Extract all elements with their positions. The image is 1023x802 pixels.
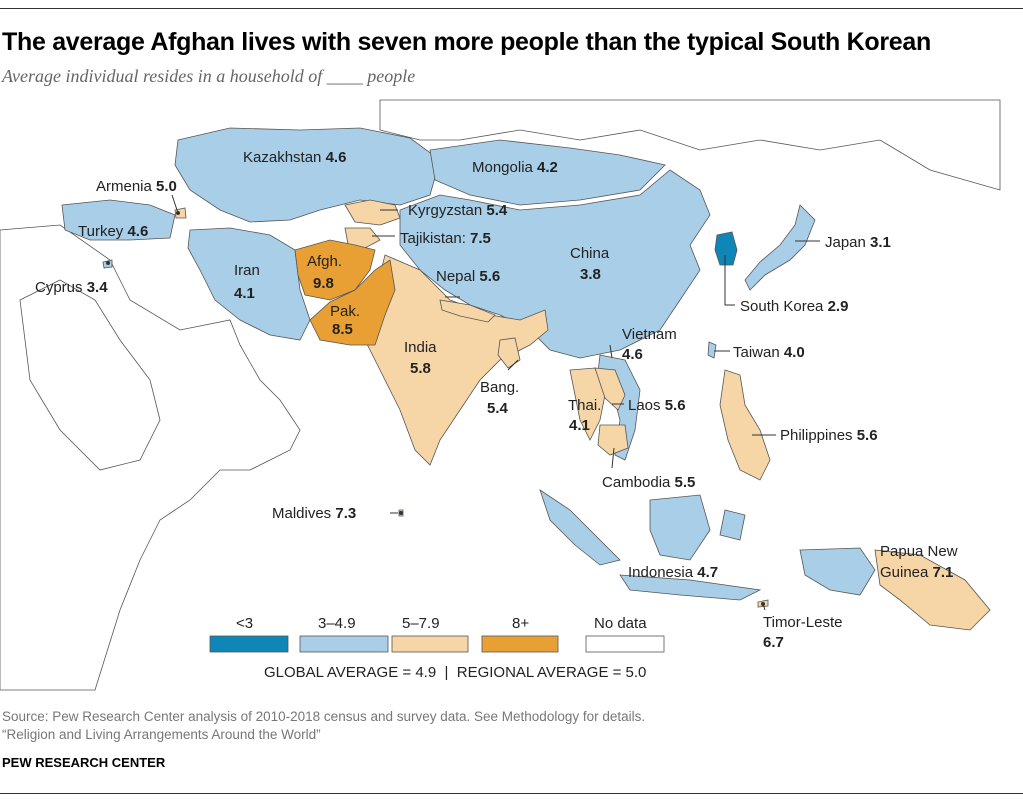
region-tajikistan bbox=[344, 227, 381, 249]
region-pakistan bbox=[309, 259, 396, 346]
fill-3-to-4-9 bbox=[61, 127, 876, 601]
no-data-regions bbox=[0, 99, 1001, 691]
region-taiwan bbox=[707, 341, 717, 359]
label-tajikistan: Tajikistan: 7.5 bbox=[400, 230, 491, 247]
region-armenia bbox=[174, 207, 187, 219]
region-indonesia bbox=[539, 489, 876, 601]
label-papua-new-guinea-line2: Guinea 7.1 bbox=[880, 564, 953, 581]
legend-label-3: 8+ bbox=[512, 615, 529, 632]
label-afghanistan-value: 9.8 bbox=[313, 275, 334, 292]
choropleth-map: Kazakhstan 4.6 Mongolia 4.2 Armenia 5.0 … bbox=[0, 99, 1001, 691]
label-taiwan: Taiwan 4.0 bbox=[733, 344, 805, 361]
label-nepal: Nepal 5.6 bbox=[436, 268, 500, 285]
label-pakistan-value: 8.5 bbox=[332, 321, 353, 338]
report-title: “Religion and Living Arrangements Around… bbox=[2, 727, 321, 742]
label-vietnam-value: 4.6 bbox=[622, 346, 643, 363]
legend-swatch-1 bbox=[299, 635, 389, 653]
legend-swatch-0 bbox=[209, 635, 289, 653]
label-south-korea: South Korea 2.9 bbox=[740, 298, 848, 315]
label-pakistan-name: Pak. bbox=[330, 303, 360, 320]
label-thailand-name: Thai. bbox=[568, 397, 601, 414]
region-china bbox=[399, 169, 711, 359]
legend-swatch-2 bbox=[391, 635, 469, 653]
region-turkey bbox=[61, 199, 176, 241]
region-nepal bbox=[439, 299, 496, 323]
legend-averages: GLOBAL AVERAGE = 4.9 | REGIONAL AVERAGE … bbox=[264, 664, 646, 681]
label-cyprus: Cyprus 3.4 bbox=[35, 279, 108, 296]
label-iran-name: Iran bbox=[234, 262, 260, 279]
bottom-rule bbox=[0, 793, 1023, 794]
country-labels: Kazakhstan 4.6 Mongolia 4.2 Armenia 5.0 … bbox=[35, 149, 958, 651]
label-vietnam-name: Vietnam bbox=[622, 326, 677, 343]
region-papua-new-guinea bbox=[874, 549, 991, 631]
label-china-value: 3.8 bbox=[580, 266, 601, 283]
leader-lines bbox=[106, 194, 820, 611]
fill-8-plus bbox=[294, 239, 396, 346]
label-philippines: Philippines 5.6 bbox=[780, 427, 878, 444]
label-laos: Laos 5.6 bbox=[628, 397, 686, 414]
label-turkey: Turkey 4.6 bbox=[78, 223, 148, 240]
legend-label-2: 5–7.9 bbox=[402, 615, 440, 632]
label-mongolia: Mongolia 4.2 bbox=[472, 159, 558, 176]
label-cambodia: Cambodia 5.5 bbox=[602, 474, 695, 491]
label-armenia: Armenia 5.0 bbox=[96, 178, 177, 195]
legend: <3 3–4.9 5–7.9 8+ No data GLOBAL AVERAGE… bbox=[209, 615, 665, 681]
label-japan: Japan 3.1 bbox=[825, 234, 891, 251]
legend-swatch-3 bbox=[481, 635, 559, 653]
region-laos bbox=[594, 367, 626, 411]
fill-lt-3 bbox=[714, 231, 738, 266]
region-cambodia bbox=[597, 424, 629, 456]
legend-label-1: 3–4.9 bbox=[318, 615, 356, 632]
region-afghanistan bbox=[294, 239, 376, 301]
label-timor-leste-value: 6.7 bbox=[763, 634, 784, 651]
label-india-name: India bbox=[404, 339, 437, 356]
label-kyrgyzstan: Kyrgyzstan 5.4 bbox=[408, 202, 508, 219]
label-kazakhstan: Kazakhstan 4.6 bbox=[243, 149, 346, 166]
label-papua-new-guinea-line1: Papua New bbox=[880, 543, 958, 560]
legend-swatch-4 bbox=[585, 635, 665, 653]
legend-label-0: <3 bbox=[236, 615, 253, 632]
region-philippines bbox=[719, 369, 771, 481]
region-japan bbox=[744, 204, 816, 291]
chart-subtitle: Average individual resides in a househol… bbox=[2, 66, 416, 86]
label-bangladesh-value: 5.4 bbox=[487, 400, 509, 417]
label-indonesia: Indonesia 4.7 bbox=[628, 564, 718, 581]
label-iran-value: 4.1 bbox=[234, 285, 255, 302]
chart-title: The average Afghan lives with seven more… bbox=[2, 28, 931, 56]
label-thailand-value: 4.1 bbox=[569, 417, 590, 434]
brand-name: PEW RESEARCH CENTER bbox=[2, 755, 166, 770]
label-india-value: 5.8 bbox=[410, 360, 431, 377]
region-south-korea bbox=[714, 231, 738, 266]
label-afghanistan-name: Afgh. bbox=[307, 253, 342, 270]
region-kazakhstan bbox=[174, 127, 441, 223]
top-rule bbox=[0, 8, 1023, 9]
label-china-name: China bbox=[570, 245, 610, 262]
region-iran bbox=[187, 227, 311, 341]
label-maldives: Maldives 7.3 bbox=[272, 505, 356, 522]
region-mongolia bbox=[429, 139, 666, 206]
source-note: Source: Pew Research Center analysis of … bbox=[2, 709, 646, 724]
label-bangladesh-name: Bang. bbox=[480, 379, 519, 396]
legend-label-4: No data bbox=[594, 615, 647, 632]
region-kyrgyzstan bbox=[344, 199, 401, 226]
fill-5-to-7-9 bbox=[174, 199, 991, 631]
label-timor-leste-name: Timor-Leste bbox=[763, 614, 842, 631]
